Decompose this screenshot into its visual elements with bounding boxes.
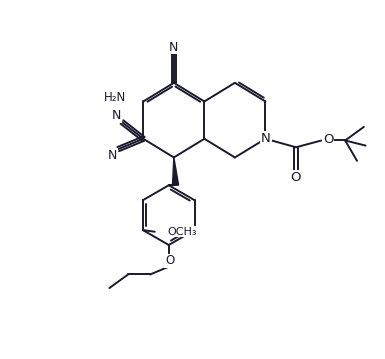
Text: O: O — [291, 171, 301, 183]
Text: O: O — [165, 255, 174, 267]
Text: N: N — [112, 109, 122, 122]
Text: N: N — [261, 132, 271, 145]
Text: O: O — [323, 132, 334, 146]
Text: H₂N: H₂N — [104, 91, 126, 104]
Text: OCH₃: OCH₃ — [167, 227, 197, 237]
Text: N: N — [107, 149, 117, 162]
Polygon shape — [172, 158, 179, 186]
Text: N: N — [169, 41, 179, 54]
